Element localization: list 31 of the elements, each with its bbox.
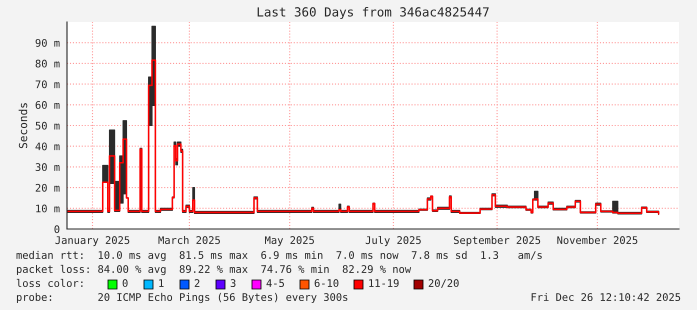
x-tick-label: November 2025 <box>557 236 638 244</box>
text: probe: 20 ICMP Echo Pings (56 Bytes) every 300s <box>16 292 348 304</box>
y-tick-label: 30 m <box>36 163 60 172</box>
text: 0 <box>122 279 128 288</box>
text: packet loss: 84.00 % avg 89.22 % max 74.76 % min 82.29 % now <box>16 264 412 276</box>
x-tick-label: January 2025 <box>55 236 130 246</box>
y-tick-label: 20 m <box>36 184 60 192</box>
text: 3 <box>230 279 236 288</box>
text: 20/20 <box>428 279 459 288</box>
y-tick-label: 0 <box>54 225 60 234</box>
x-tick-label: May 2025 <box>265 236 314 246</box>
y-tick-label: 60 m <box>36 101 60 109</box>
x-tick-label: July 2025 <box>366 236 421 246</box>
text: 6-10 <box>314 279 338 288</box>
y-tick-label: 40 m <box>35 142 60 150</box>
y-tick-label: 10 m <box>36 204 60 212</box>
y-tick-label: 50 m <box>36 122 60 130</box>
y-tick-label: 70 m <box>36 80 60 88</box>
text: 1 <box>159 279 164 287</box>
text: 4-5 <box>266 279 284 288</box>
chart-title: Last 360 Days from 346ac4825447 <box>258 6 489 20</box>
x-tick-label: September 2025 <box>454 236 540 246</box>
x-tick-label: March 2025 <box>158 236 220 244</box>
text: median rtt: 10.0 ms avg 81.5 ms max 6.9 ms min 7.0 ms now 7.8 ms sd 1.3 am/s <box>16 250 542 262</box>
text: Fri Dec 26 12:10:42 2025 <box>532 292 680 302</box>
y-axis-title: Seconds <box>18 103 28 148</box>
y-tick-label: 90 m <box>36 38 60 47</box>
text: 11-19 <box>369 279 399 288</box>
y-tick-label: 80 m <box>36 60 60 68</box>
text: loss color: <box>16 278 82 288</box>
text: 2 <box>194 279 200 287</box>
